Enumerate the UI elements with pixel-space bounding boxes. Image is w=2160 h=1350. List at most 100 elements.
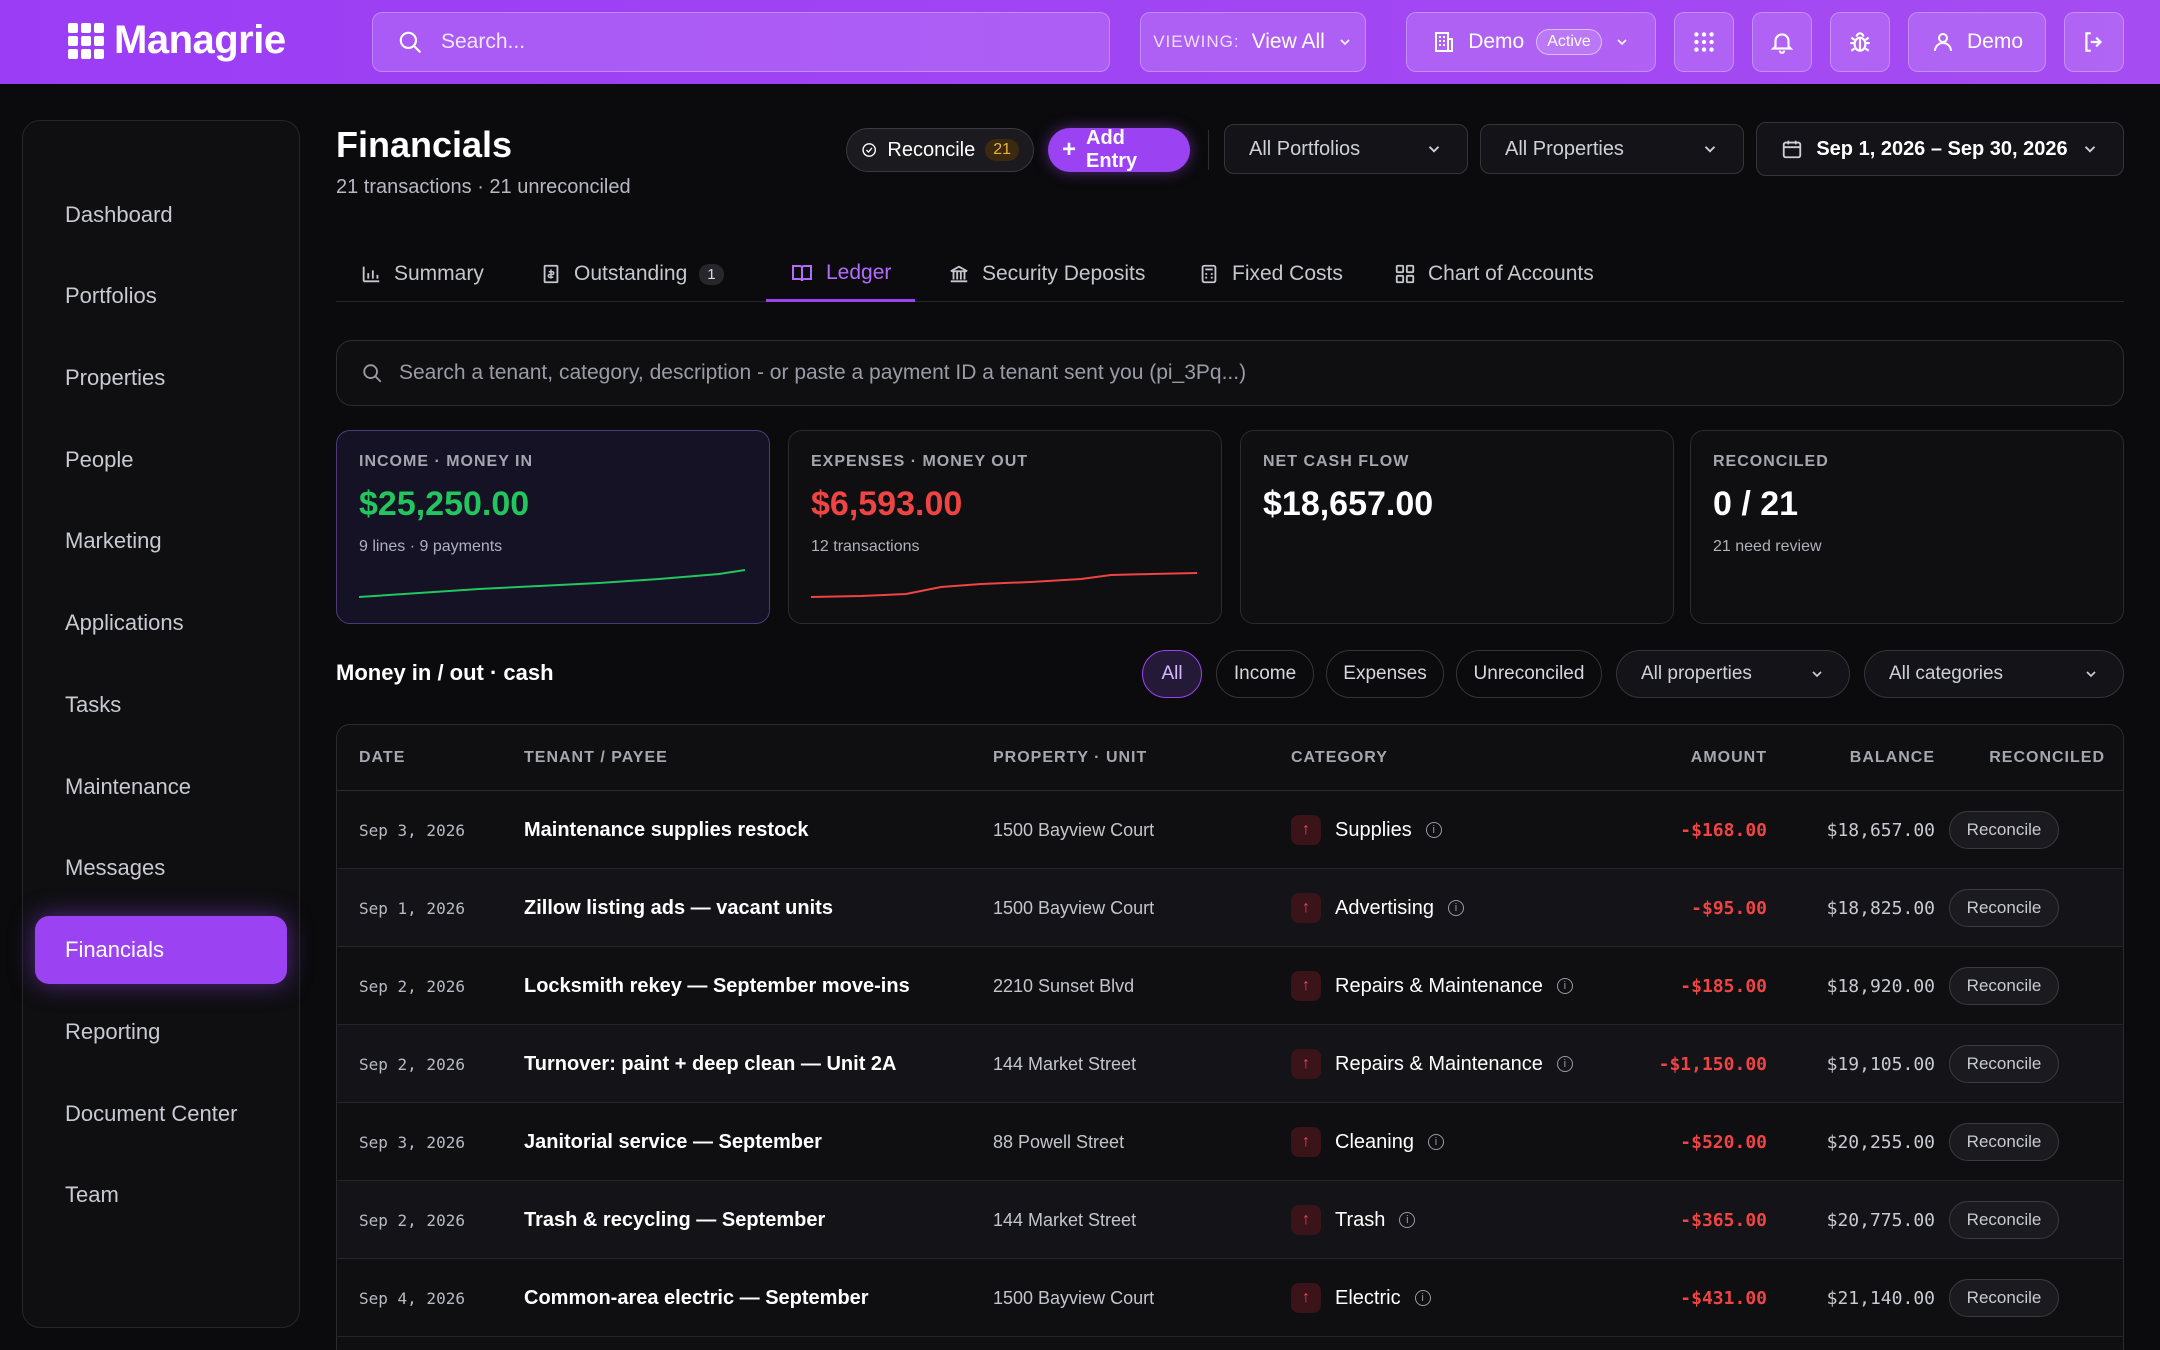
org-switcher[interactable]: Demo Active xyxy=(1406,12,1656,72)
row-amount: -$431.00 xyxy=(1680,1287,1767,1309)
apps-button[interactable] xyxy=(1674,12,1734,72)
tab-ledger[interactable]: Ledger xyxy=(766,246,916,302)
arrow-up-icon: ↑ xyxy=(1291,1127,1321,1157)
tab-outstanding[interactable]: Outstanding 1 xyxy=(540,246,724,302)
filter-chip-income[interactable]: Income xyxy=(1216,650,1314,698)
ledger-search-input[interactable]: Search a tenant, category, description -… xyxy=(336,340,2124,406)
chevron-down-icon xyxy=(1704,146,1716,153)
tab-label: Summary xyxy=(394,262,484,285)
row-payee: Turnover: paint + deep clean — Unit 2A xyxy=(524,1052,897,1075)
info-icon[interactable]: i xyxy=(1447,900,1464,916)
top-bar: Managrie Search... VIEWING: View All Dem… xyxy=(0,0,2160,84)
sidebar-item-maintenance[interactable]: Maintenance xyxy=(35,753,287,821)
sidebar-item-portfolios[interactable]: Portfolios xyxy=(35,262,287,330)
reconcile-button[interactable]: Reconcile 21 xyxy=(846,128,1034,172)
info-icon[interactable]: i xyxy=(1425,822,1442,838)
column-header-balance[interactable]: BALANCE xyxy=(1849,749,1935,766)
table-row[interactable]: Sep 4, 2026 Common-area electric — Septem… xyxy=(337,1259,2123,1337)
sidebar-item-team[interactable]: Team xyxy=(35,1161,287,1229)
info-icon[interactable]: i xyxy=(1556,978,1573,994)
sidebar-item-tasks[interactable]: Tasks xyxy=(35,671,287,739)
filter-chip-all[interactable]: All xyxy=(1142,650,1202,698)
sidebar-item-label: Portfolios xyxy=(65,283,157,308)
sidebar-item-messages[interactable]: Messages xyxy=(35,834,287,902)
notifications-button[interactable] xyxy=(1752,12,1812,72)
row-property: 88 Powell Street xyxy=(993,1131,1125,1152)
table-category-filter[interactable]: All categories xyxy=(1864,650,2124,698)
table-property-filter-value: All properties xyxy=(1641,663,1752,684)
tab-summary[interactable]: Summary xyxy=(360,246,484,302)
add-entry-button[interactable]: + Add Entry xyxy=(1048,127,1190,172)
portfolio-filter-dropdown[interactable]: All Portfolios xyxy=(1224,124,1468,174)
sidebar-item-label: Properties xyxy=(65,365,166,390)
column-header-reconciled[interactable]: RECONCILED xyxy=(1989,749,2105,766)
row-reconcile-button[interactable]: Reconcile xyxy=(1949,1045,2059,1083)
tab-security-deposits[interactable]: Security Deposits xyxy=(948,246,1145,302)
search-placeholder: Search... xyxy=(441,30,526,53)
viewing-dropdown[interactable]: VIEWING: View All xyxy=(1140,12,1366,72)
income-value: $25,250.00 xyxy=(359,485,530,523)
table-property-filter[interactable]: All properties xyxy=(1616,650,1850,698)
net-cash-flow-card[interactable]: NET CASH FLOW $18,657.00 xyxy=(1240,430,1674,624)
expenses-card[interactable]: EXPENSES · MONEY OUT $6,593.00 12 transa… xyxy=(788,430,1222,624)
column-header-payee[interactable]: TENANT / PAYEE xyxy=(524,749,668,766)
column-header-amount[interactable]: AMOUNT xyxy=(1690,749,1767,766)
expenses-sparkline xyxy=(811,572,1198,598)
tab-label: Fixed Costs xyxy=(1232,262,1343,285)
row-reconcile-button[interactable]: Reconcile xyxy=(1949,1201,2059,1239)
column-header-property[interactable]: PROPERTY · UNIT xyxy=(993,749,1148,766)
table-row[interactable]: Sep 3, 2026 Maintenance supplies restock 1… xyxy=(337,791,2123,869)
sidebar-item-dashboard[interactable]: Dashboard xyxy=(35,181,287,249)
sidebar-item-reporting[interactable]: Reporting xyxy=(35,998,287,1066)
arrow-up-icon: ↑ xyxy=(1291,815,1321,845)
filter-chip-unreconciled[interactable]: Unreconciled xyxy=(1456,650,1602,698)
info-icon[interactable]: i xyxy=(1414,1290,1431,1306)
row-reconcile-button[interactable]: Reconcile xyxy=(1949,889,2059,927)
tab-fixed-costs[interactable]: Fixed Costs xyxy=(1198,246,1343,302)
global-search-input[interactable]: Search... xyxy=(372,12,1110,72)
info-icon[interactable]: i xyxy=(1399,1212,1416,1228)
viewing-label: VIEWING: xyxy=(1153,32,1240,51)
property-filter-dropdown[interactable]: All Properties xyxy=(1480,124,1744,174)
date-range-picker[interactable]: Sep 1, 2026 – Sep 30, 2026 xyxy=(1756,122,2124,176)
info-icon[interactable]: i xyxy=(1427,1134,1444,1150)
tab-chart-of-accounts[interactable]: Chart of Accounts xyxy=(1394,246,1594,302)
income-card[interactable]: INCOME · MONEY IN $25,250.00 9 lines · 9… xyxy=(336,430,770,624)
sidebar-item-document-center[interactable]: Document Center xyxy=(35,1080,287,1148)
row-reconcile-button[interactable]: Reconcile xyxy=(1949,967,2059,1005)
row-reconcile-button[interactable]: Reconcile xyxy=(1949,811,2059,849)
card-label: INCOME · MONEY IN xyxy=(359,453,534,470)
sidebar-item-financials[interactable]: Financials xyxy=(35,916,287,984)
row-balance: $20,775.00 xyxy=(1826,1209,1935,1231)
header-divider xyxy=(1208,130,1209,170)
arrow-up-icon: ↑ xyxy=(1291,1205,1321,1235)
sidebar-item-marketing[interactable]: Marketing xyxy=(35,507,287,575)
row-date: Sep 2, 2026 xyxy=(359,1210,465,1230)
sidebar-item-applications[interactable]: Applications xyxy=(35,589,287,657)
table-row[interactable]: Sep 3, 2026 Janitorial service — Septembe… xyxy=(337,1103,2123,1181)
reconciled-card[interactable]: RECONCILED 0 / 21 21 need review xyxy=(1690,430,2124,624)
info-icon[interactable]: i xyxy=(1556,1056,1573,1072)
table-row[interactable]: Sep 2, 2026 Trash & recycling — September… xyxy=(337,1181,2123,1259)
debug-button[interactable] xyxy=(1830,12,1890,72)
sidebar-item-label: Applications xyxy=(65,610,184,635)
table-row[interactable]: Sep 1, 2026 Zillow listing ads — vacant u… xyxy=(337,869,2123,947)
column-header-date[interactable]: DATE xyxy=(359,749,406,766)
sidebar-item-people[interactable]: People xyxy=(35,426,287,494)
table-row[interactable]: Sep 2, 2026 Locksmith rekey — September m… xyxy=(337,947,2123,1025)
column-header-category[interactable]: CATEGORY xyxy=(1291,749,1388,766)
plus-icon: + xyxy=(1062,136,1077,163)
logout-button[interactable] xyxy=(2064,12,2124,72)
sidebar-item-properties[interactable]: Properties xyxy=(35,344,287,412)
search-icon xyxy=(363,364,382,383)
row-category: ↑ Repairs & Maintenance i xyxy=(1291,1025,1573,1103)
row-reconcile-button[interactable]: Reconcile xyxy=(1949,1279,2059,1317)
row-balance: $18,920.00 xyxy=(1826,975,1935,997)
brand-logo[interactable]: Managrie xyxy=(68,18,286,63)
table-row[interactable]: Sep 2, 2026 Turnover: paint + deep clean … xyxy=(337,1025,2123,1103)
grid-icon xyxy=(1395,264,1415,284)
row-amount: -$365.00 xyxy=(1680,1209,1767,1231)
row-reconcile-button[interactable]: Reconcile xyxy=(1949,1123,2059,1161)
user-menu-button[interactable]: Demo xyxy=(1908,12,2046,72)
filter-chip-expenses[interactable]: Expenses xyxy=(1326,650,1444,698)
